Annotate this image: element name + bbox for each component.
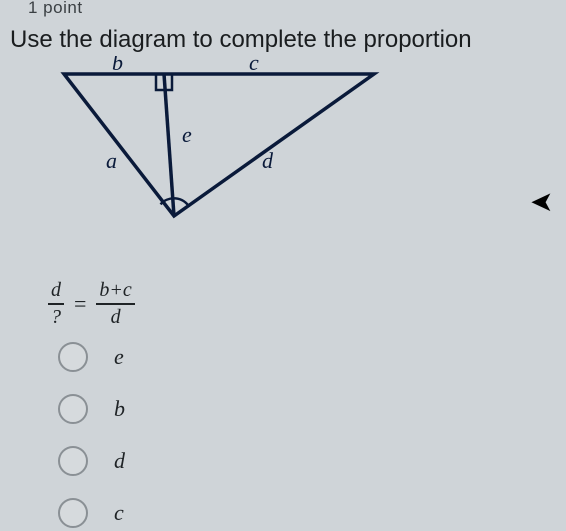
points-label: 1 point (28, 0, 83, 18)
option-label: c (114, 500, 124, 526)
fraction-bar (96, 303, 134, 305)
equation-left-numerator: d (48, 280, 64, 301)
proportion-equation: d ? = b+c d (48, 280, 135, 328)
option-label: e (114, 344, 124, 370)
option-label: b (114, 396, 125, 422)
question-prompt: Use the diagram to complete the proporti… (10, 26, 472, 54)
radio-icon[interactable] (58, 394, 88, 424)
equation-right-fraction: b+c d (96, 280, 134, 328)
option-row[interactable]: e (58, 342, 125, 372)
svg-text:c: c (249, 56, 259, 75)
svg-text:b: b (112, 56, 123, 75)
equals-sign: = (74, 291, 86, 317)
radio-icon[interactable] (58, 446, 88, 476)
option-row[interactable]: c (58, 498, 125, 528)
equation-left-denominator: ? (48, 307, 64, 328)
svg-text:d: d (262, 148, 274, 173)
mouse-cursor-icon: ➤ (530, 185, 553, 218)
triangle-diagram: b c a e d (44, 56, 384, 236)
radio-icon[interactable] (58, 498, 88, 528)
option-label: d (114, 448, 125, 474)
fraction-bar (48, 303, 64, 305)
page-root: 1 point Use the diagram to complete the … (0, 0, 566, 531)
svg-text:e: e (182, 122, 192, 147)
equation-left-fraction: d ? (48, 280, 64, 328)
option-row[interactable]: d (58, 446, 125, 476)
radio-icon[interactable] (58, 342, 88, 372)
equation-right-denominator: d (108, 307, 124, 328)
svg-text:a: a (106, 148, 117, 173)
equation-right-numerator: b+c (96, 280, 134, 301)
answer-options: e b d c (58, 342, 125, 531)
option-row[interactable]: b (58, 394, 125, 424)
